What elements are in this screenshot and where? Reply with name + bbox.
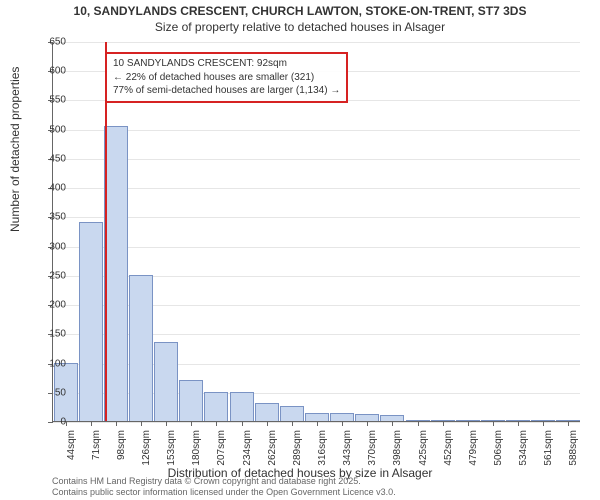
grid-line xyxy=(53,188,580,189)
xtick-mark xyxy=(317,421,318,426)
chart-title-line2: Size of property relative to detached ho… xyxy=(0,20,600,34)
annotation-line3: 77% of semi-detached houses are larger (… xyxy=(113,84,340,98)
histogram-bar xyxy=(129,275,153,421)
xtick-mark xyxy=(392,421,393,426)
ytick-label: 650 xyxy=(26,37,66,48)
grid-line xyxy=(53,247,580,248)
ytick-label: 150 xyxy=(26,329,66,340)
ytick-label: 450 xyxy=(26,153,66,164)
histogram-bar xyxy=(280,406,304,421)
chart-title-line1: 10, SANDYLANDS CRESCENT, CHURCH LAWTON, … xyxy=(0,4,600,18)
grid-line xyxy=(53,42,580,43)
ytick-label: 50 xyxy=(26,387,66,398)
ytick-label: 400 xyxy=(26,183,66,194)
histogram-bar xyxy=(305,413,329,421)
xtick-mark xyxy=(166,421,167,426)
histogram-bar xyxy=(204,392,228,421)
xtick-mark xyxy=(91,421,92,426)
xtick-mark xyxy=(292,421,293,426)
xtick-mark xyxy=(468,421,469,426)
xtick-mark xyxy=(342,421,343,426)
xtick-mark xyxy=(141,421,142,426)
histogram-bar xyxy=(230,392,254,421)
annotation-box: 10 SANDYLANDS CRESCENT: 92sqm← 22% of de… xyxy=(105,52,348,103)
xtick-mark xyxy=(216,421,217,426)
ytick-label: 100 xyxy=(26,358,66,369)
attribution: Contains HM Land Registry data © Crown c… xyxy=(52,476,396,498)
histogram-bar xyxy=(330,413,354,421)
ytick-label: 200 xyxy=(26,300,66,311)
ytick-label: 250 xyxy=(26,270,66,281)
annotation-line2: ← 22% of detached houses are smaller (32… xyxy=(113,71,340,85)
xtick-mark xyxy=(116,421,117,426)
ytick-label: 550 xyxy=(26,95,66,106)
ytick-label: 300 xyxy=(26,241,66,252)
histogram-bar xyxy=(179,380,203,421)
xtick-mark xyxy=(191,421,192,426)
xtick-mark xyxy=(568,421,569,426)
grid-line xyxy=(53,130,580,131)
xtick-mark xyxy=(242,421,243,426)
grid-line xyxy=(53,159,580,160)
ytick-label: 350 xyxy=(26,212,66,223)
xtick-mark xyxy=(443,421,444,426)
xtick-mark xyxy=(543,421,544,426)
chart-container: 10, SANDYLANDS CRESCENT, CHURCH LAWTON, … xyxy=(0,0,600,500)
xtick-mark xyxy=(518,421,519,426)
plot-area: 44sqm71sqm98sqm126sqm153sqm180sqm207sqm2… xyxy=(52,42,580,422)
xtick-mark xyxy=(367,421,368,426)
histogram-bar xyxy=(154,342,178,421)
histogram-bar xyxy=(355,414,379,421)
ytick-label: 600 xyxy=(26,66,66,77)
attribution-line2: Contains public sector information licen… xyxy=(52,487,396,498)
attribution-line1: Contains HM Land Registry data © Crown c… xyxy=(52,476,396,487)
grid-line xyxy=(53,217,580,218)
y-axis-label: Number of detached properties xyxy=(8,67,22,232)
xtick-mark xyxy=(493,421,494,426)
ytick-label: 500 xyxy=(26,124,66,135)
ytick-label: 0 xyxy=(26,417,66,428)
histogram-bar xyxy=(79,222,103,421)
xtick-mark xyxy=(267,421,268,426)
histogram-bar xyxy=(255,403,279,421)
histogram-bar xyxy=(104,126,128,421)
xtick-mark xyxy=(418,421,419,426)
annotation-line1: 10 SANDYLANDS CRESCENT: 92sqm xyxy=(113,57,340,71)
